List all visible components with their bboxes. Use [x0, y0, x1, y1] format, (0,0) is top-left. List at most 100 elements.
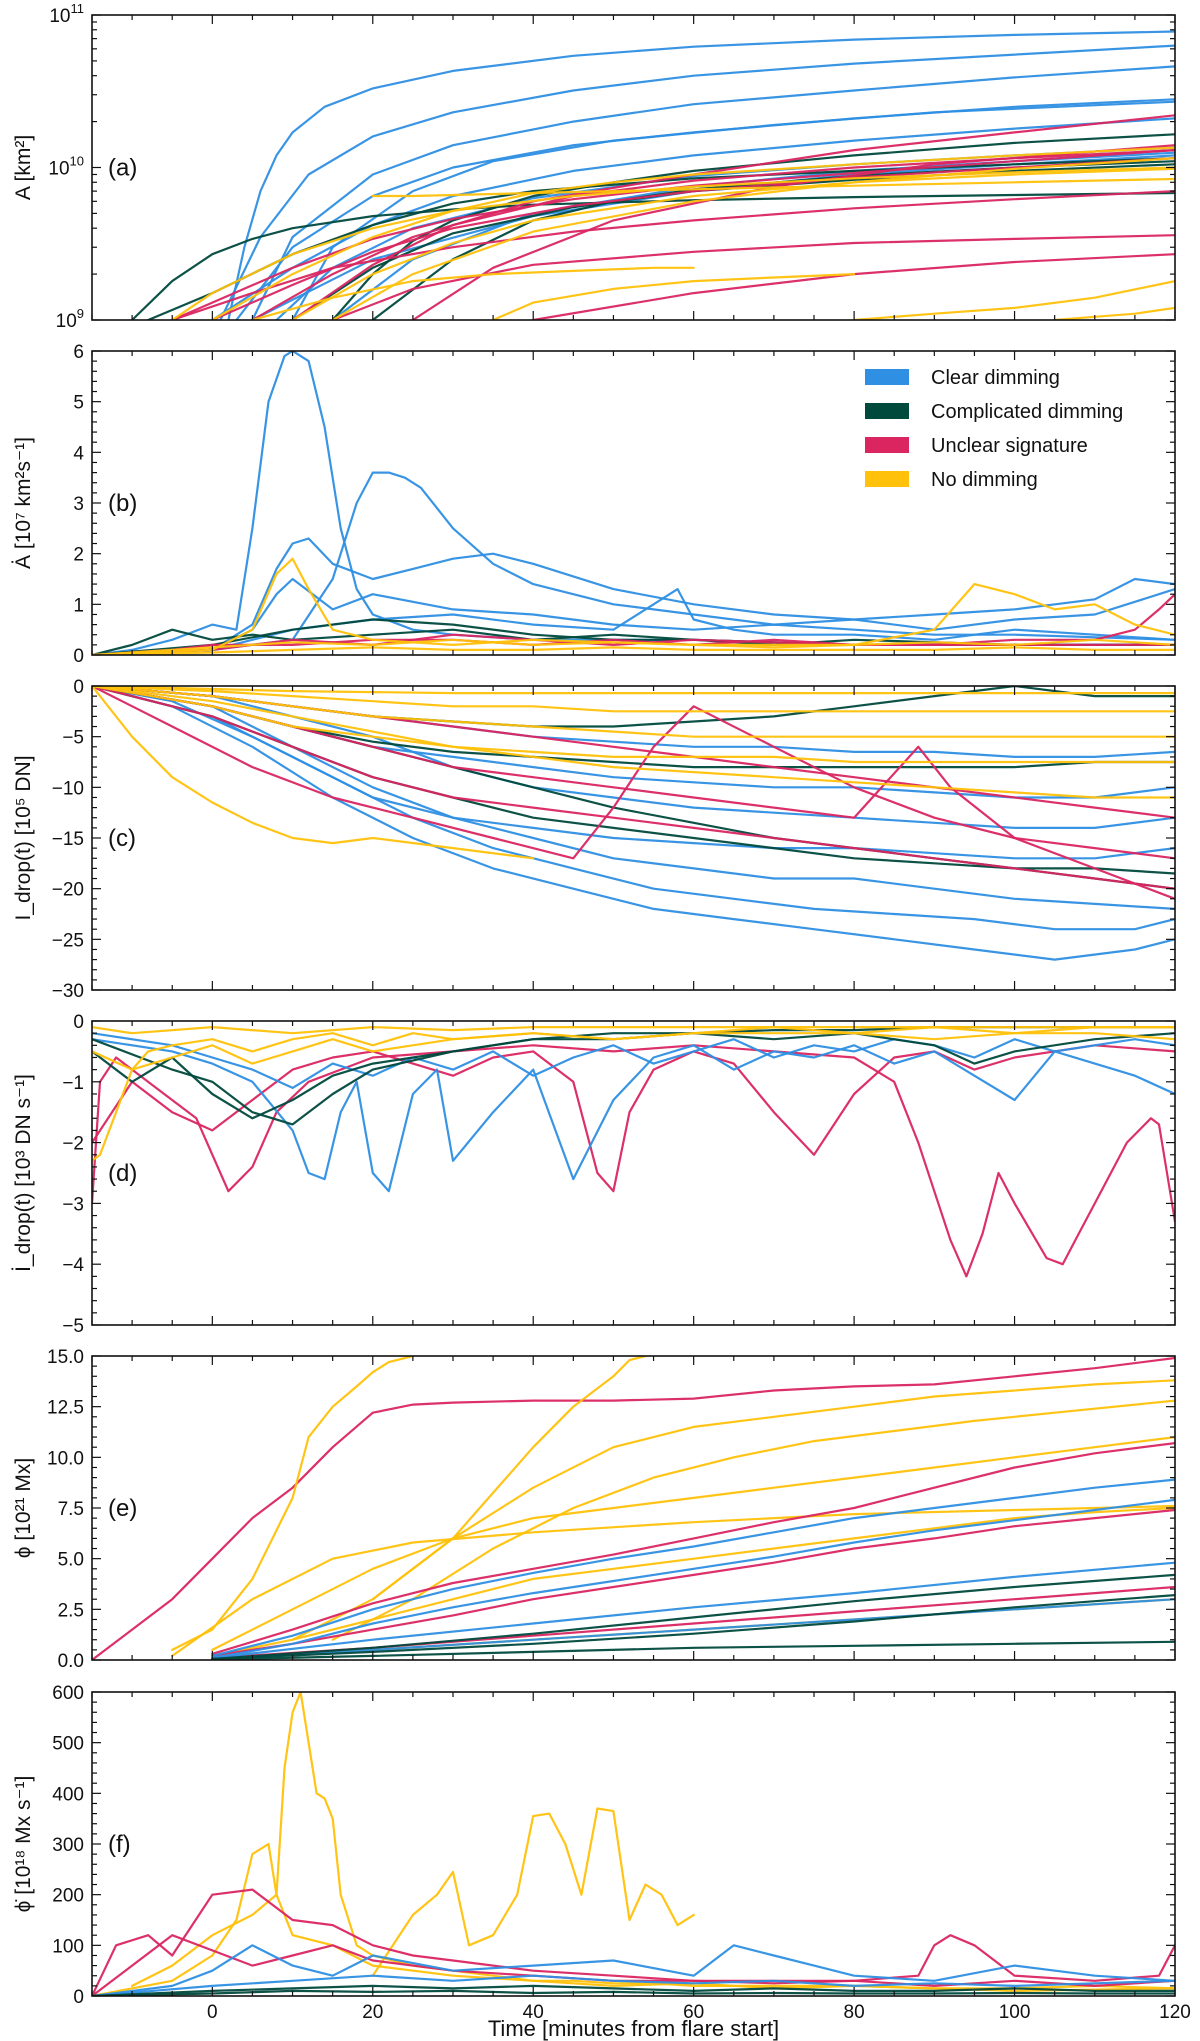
series-line-none — [92, 686, 1175, 695]
series-line-none — [211, 146, 1175, 320]
series-line-unclear — [171, 190, 1175, 320]
x-tick-label: 120 — [1159, 2002, 1191, 2023]
y-tick-label: −25 — [52, 930, 84, 951]
panel-b: 0 1 2 3 4 5 6 Ȧ [10⁷ km²s⁻¹] (b) — [12, 342, 1176, 667]
series-line-unclear — [92, 686, 1175, 860]
series-line-none — [371, 177, 1175, 198]
panel-e: 0.0 2.5 5.0 7.5 10.0 12.5 15.0 ϕ [10²¹ Mx] (e) — [12, 1347, 1176, 1672]
series-line-unclear — [92, 1044, 1175, 1193]
series-line-clear — [92, 1038, 1175, 1193]
y-tick-exponent: 11 — [71, 1, 85, 16]
y-axis-label: Ȧ [10⁷ km²s⁻¹] — [12, 437, 35, 569]
series-line-unclear — [92, 686, 1175, 900]
legend-label-complicated: Complicated dimming — [931, 401, 1123, 423]
series-line-clear — [92, 577, 1175, 655]
series-line-unclear — [171, 149, 1175, 320]
series-line-clear — [92, 686, 1175, 911]
series-line-none — [171, 1356, 414, 1652]
series-line-none — [371, 1807, 695, 1977]
panel-tag: (c) — [108, 825, 136, 852]
y-tick-label: −20 — [52, 880, 84, 901]
y-tick-label: −10 — [52, 778, 84, 799]
y-tick-label: −1 — [62, 1073, 84, 1094]
series-line-unclear — [92, 1934, 1175, 1996]
y-tick-label: 0.0 — [58, 1651, 84, 1672]
y-tick-label: 5 — [73, 393, 84, 414]
y-tick-label: −5 — [62, 728, 84, 749]
x-tick-label: 20 — [362, 2002, 383, 2023]
x-tick-label: 40 — [523, 2002, 544, 2023]
series-line-clear — [211, 117, 1175, 320]
y-tick-label: 15.0 — [47, 1347, 84, 1368]
x-tick-label: 80 — [844, 2002, 865, 2023]
x-tick-label: 0 — [207, 2002, 218, 2023]
legend-label-clear: Clear dimming — [931, 367, 1060, 389]
series-line-complicated — [92, 1025, 1175, 1126]
series-group — [92, 351, 1175, 655]
series-line-none — [1053, 306, 1175, 320]
series-line-none — [331, 1399, 1175, 1641]
series-line-unclear — [251, 114, 1175, 320]
series-line-clear — [211, 1598, 1175, 1660]
series-line-none — [131, 1893, 1175, 1993]
x-tick-label: 60 — [683, 2002, 704, 2023]
y-tick-label: 0 — [73, 677, 84, 698]
y-tick-label: −4 — [62, 1255, 84, 1276]
y-tick-label: 600 — [52, 1683, 84, 1704]
series-line-none — [92, 686, 1175, 764]
series-line-none — [492, 273, 856, 320]
series-line-complicated — [92, 686, 1175, 875]
panel-tag: (e) — [108, 1495, 137, 1522]
series-line-none — [92, 1692, 1175, 1996]
series-line-clear — [92, 686, 1175, 931]
y-tick-label: 1011 — [49, 1, 84, 27]
series-line-unclear — [92, 686, 1175, 890]
y-tick-label: 6 — [73, 342, 84, 363]
y-tick-label: 400 — [52, 1784, 84, 1805]
series-group — [92, 686, 1175, 961]
series-line-clear — [92, 686, 1175, 961]
y-tick-label: 0 — [73, 646, 84, 667]
legend-swatch-unclear — [865, 437, 909, 453]
series-line-clear — [92, 1974, 1175, 1996]
series-group — [92, 1692, 1175, 1996]
series-line-clear — [227, 30, 1175, 320]
panel-frame — [91, 1020, 1176, 1326]
panel-d: −5 −4 −3 −2 −1 0 İ_drop(t) [10³ DN s⁻¹] (d) — [12, 1012, 1176, 1337]
panel-f: 0 20 40 60 80 100 120 0 100 200 300 400 500 600 ϕ̇ [10… — [12, 1683, 1191, 2023]
y-axis-label: ϕ [10²¹ Mx] — [12, 1458, 35, 1558]
x-axis-label: Time [minutes from flare start] — [488, 2016, 779, 2041]
y-tick-base: 10 — [49, 6, 70, 27]
series-line-none — [92, 686, 1175, 738]
series-line-unclear — [211, 1441, 1175, 1656]
series-line-unclear — [211, 1508, 1175, 1658]
y-tick-label: 5.0 — [58, 1550, 84, 1571]
series-line-none — [171, 1504, 1175, 1658]
series-line-none — [92, 557, 1175, 655]
series-line-none — [371, 1356, 647, 1601]
y-tick-label: −15 — [52, 829, 84, 850]
series-line-unclear — [92, 1356, 1175, 1660]
series-line-clear — [211, 1561, 1175, 1660]
y-tick-label: 4 — [73, 443, 84, 464]
y-tick-label: −2 — [62, 1134, 84, 1155]
series-line-unclear — [92, 1044, 1175, 1278]
y-axis-label: ϕ̇ [10¹⁸ Mx s⁻¹] — [12, 1776, 35, 1913]
series-line-none — [92, 1025, 1175, 1162]
y-tick-label: 1 — [73, 595, 84, 616]
series-line-none — [331, 157, 1175, 320]
series-line-clear — [251, 65, 1175, 320]
panel-frame — [91, 1691, 1176, 1997]
series-line-unclear — [331, 234, 1175, 320]
y-tick-label: 3 — [73, 494, 84, 515]
y-tick-label: 2 — [73, 545, 84, 566]
series-group — [92, 1356, 1175, 1660]
y-tick-label: 100 — [52, 1936, 84, 1957]
series-line-unclear — [411, 144, 1175, 320]
legend-swatch-clear — [865, 369, 909, 385]
y-axis-label: I_drop(t) [10⁵ DN] — [12, 755, 35, 920]
y-tick-label: 12.5 — [47, 1398, 84, 1419]
